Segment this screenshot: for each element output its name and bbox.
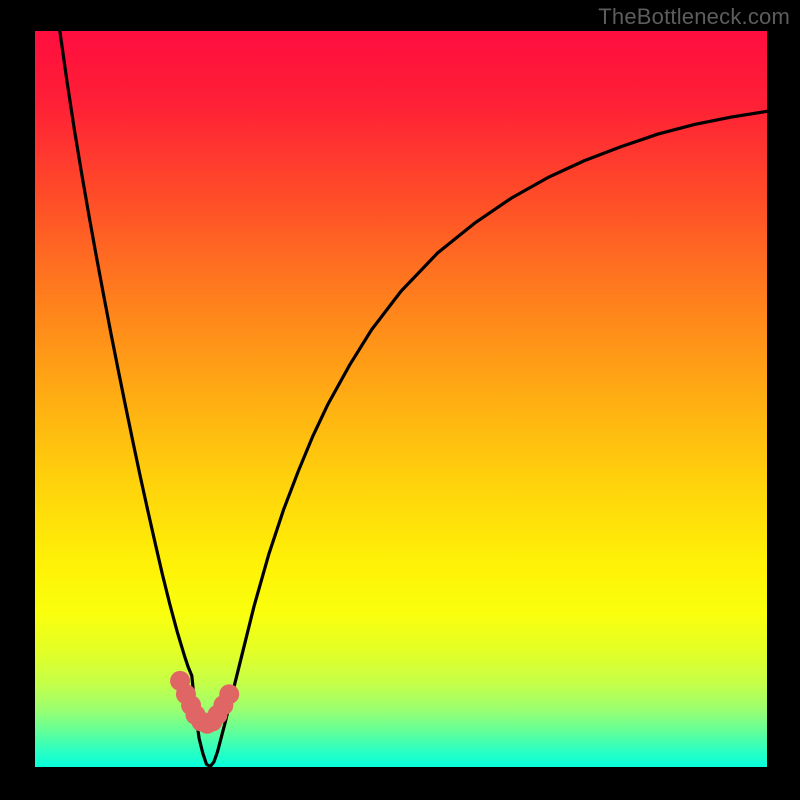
watermark-text: TheBottleneck.com (598, 4, 790, 30)
bottleneck-chart (0, 0, 800, 800)
highlight-marker (219, 684, 239, 704)
plot-background-gradient (34, 30, 768, 768)
